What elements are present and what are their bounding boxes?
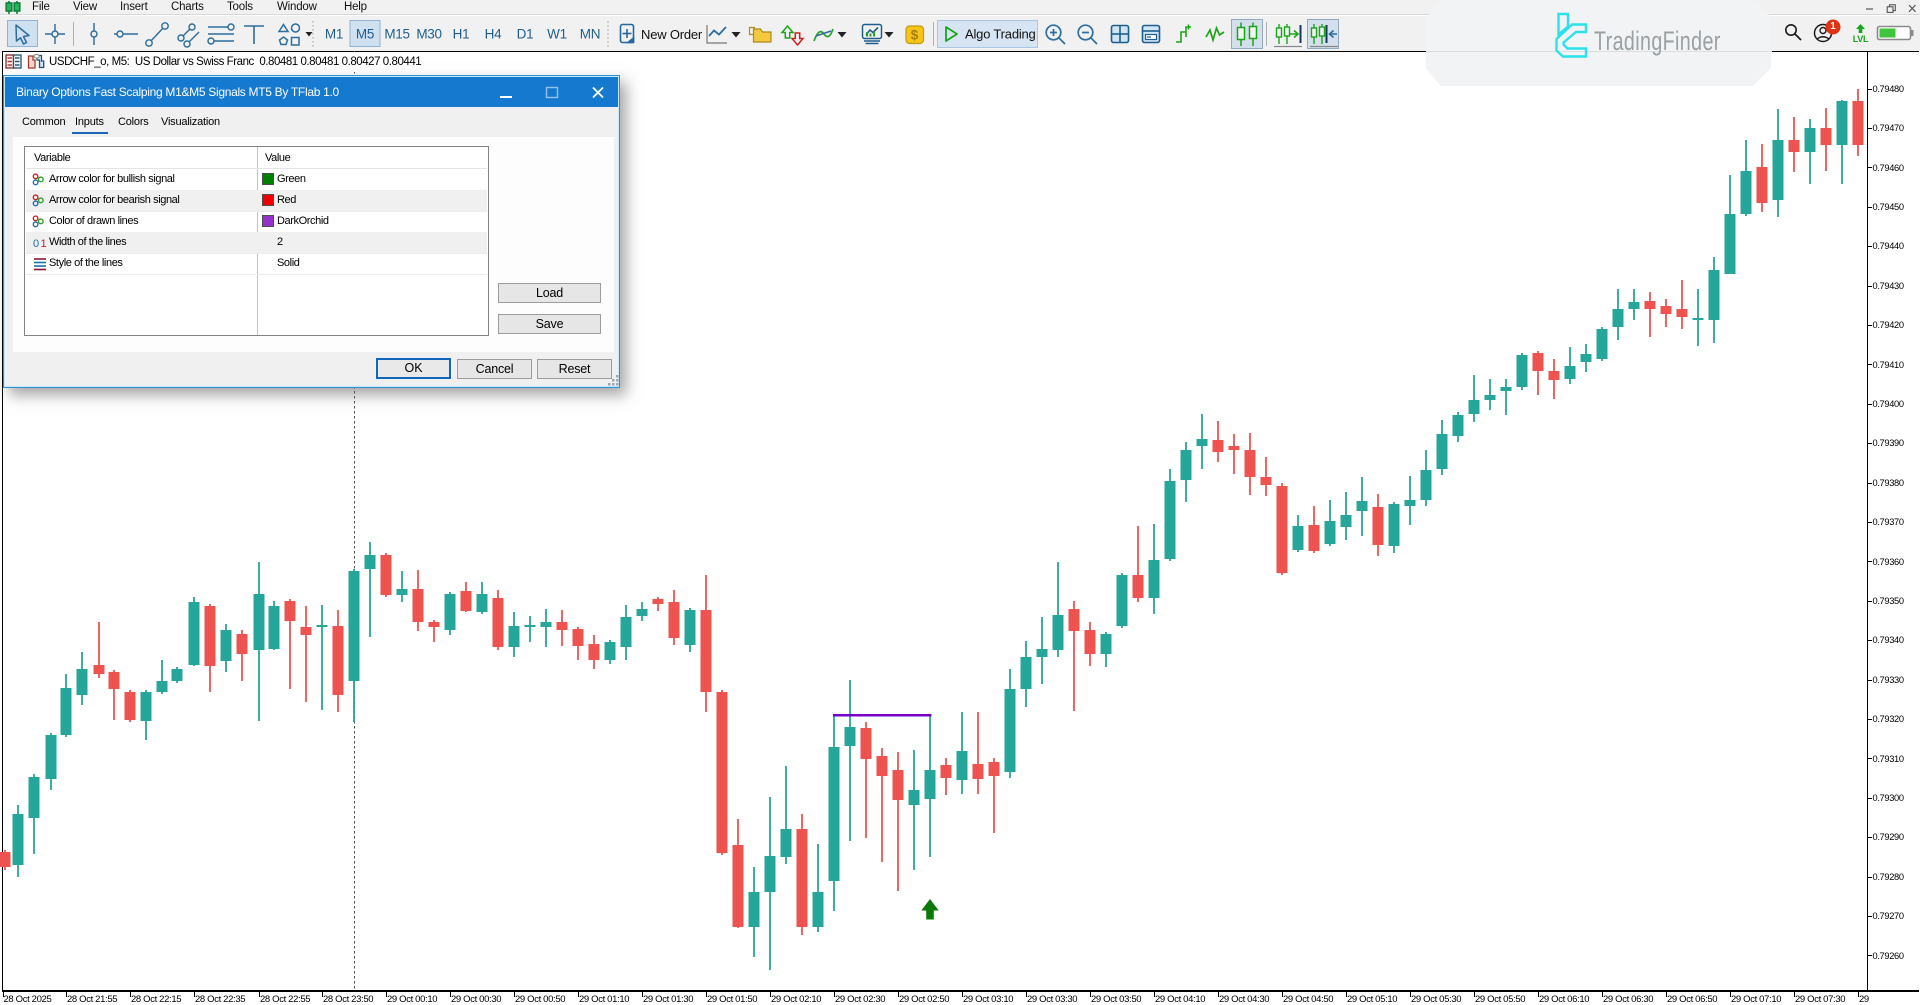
svg-text:H4: H4 (485, 27, 502, 42)
svg-text:W1: W1 (547, 27, 567, 42)
svg-text:0: 0 (33, 238, 39, 250)
svg-text:M5: M5 (356, 27, 374, 42)
svg-text:H1: H1 (453, 27, 470, 42)
svg-text:MN: MN (580, 27, 600, 42)
svg-text:Algo Trading: Algo Trading (965, 27, 1036, 42)
svg-text:D1: D1 (517, 27, 534, 42)
svg-text:New Order: New Order (641, 27, 703, 42)
svg-text:M30: M30 (416, 27, 441, 42)
svg-text:$: $ (911, 28, 919, 43)
svg-text:M1: M1 (325, 27, 343, 42)
svg-text:1: 1 (41, 238, 47, 250)
svg-text:M15: M15 (384, 27, 409, 42)
